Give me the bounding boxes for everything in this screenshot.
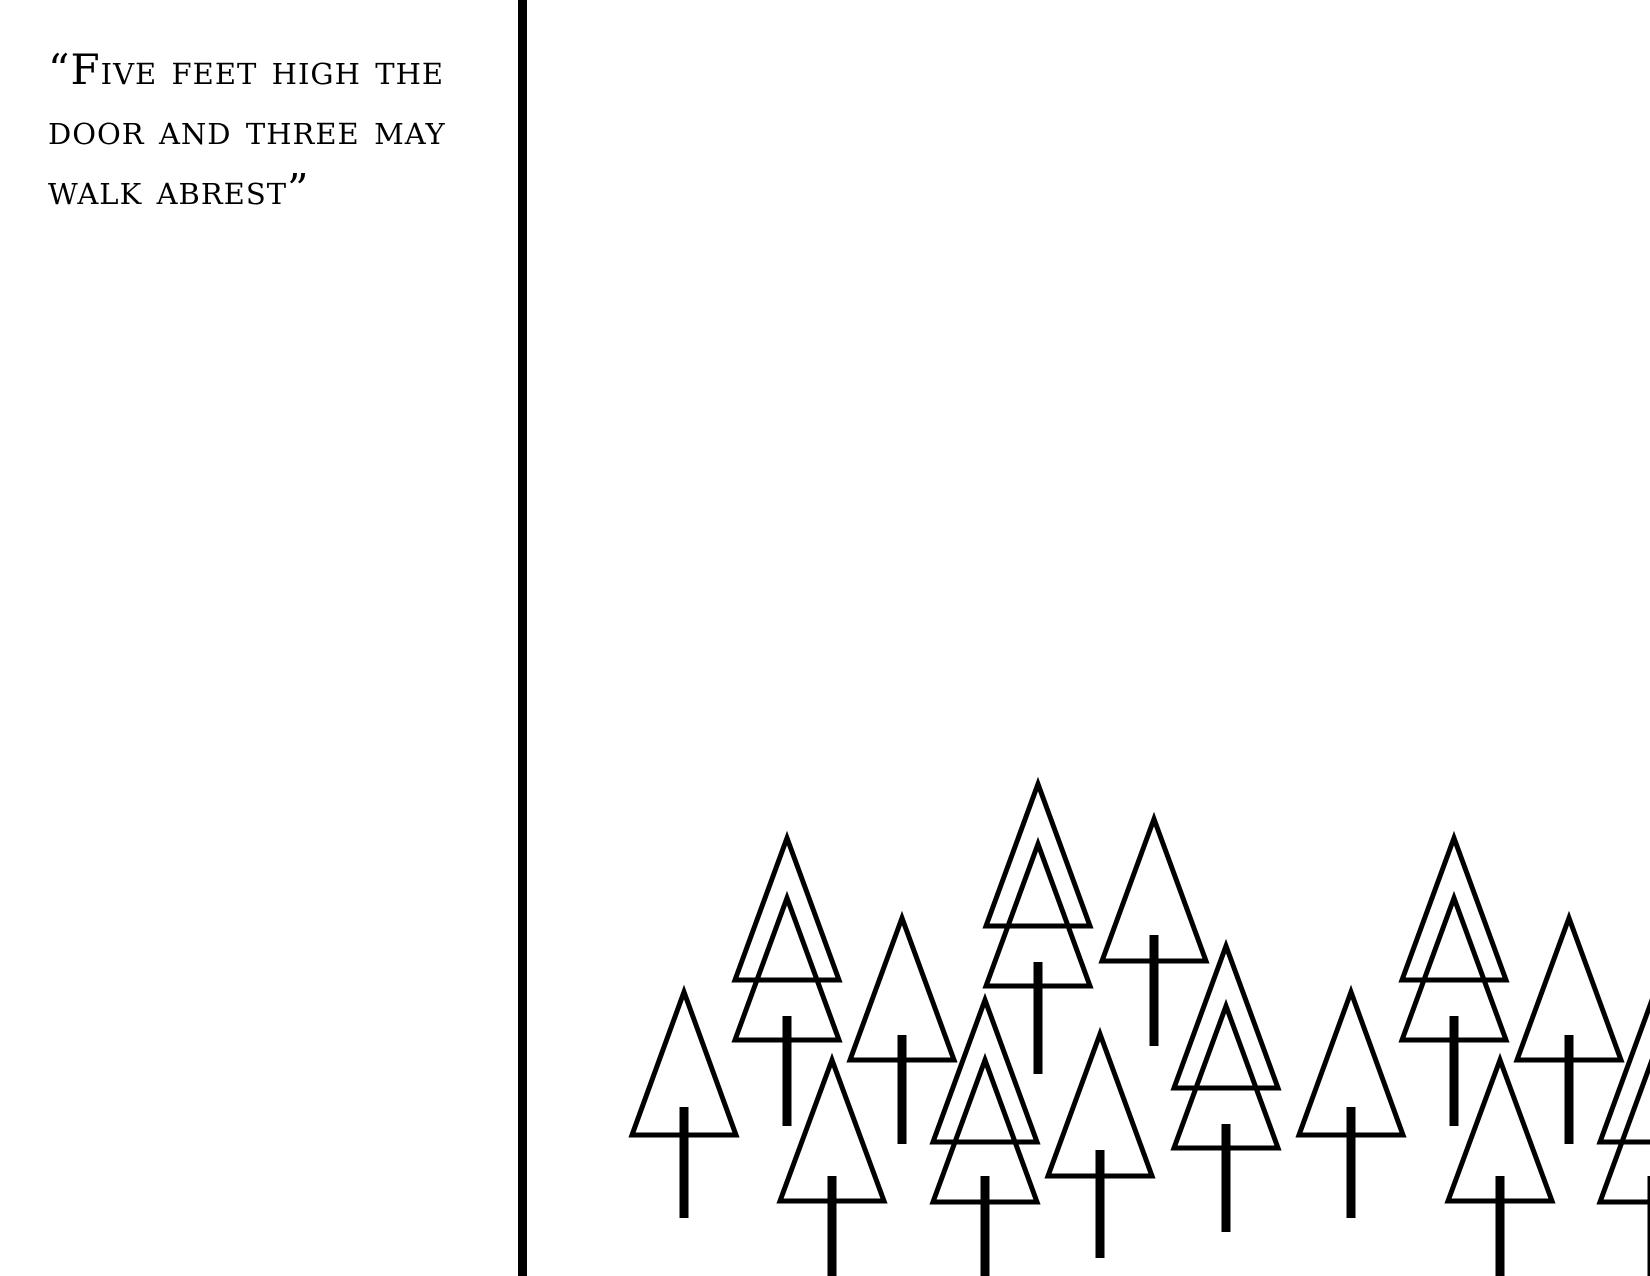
tree-icon — [731, 830, 843, 1126]
tree-icon — [1295, 984, 1407, 1218]
tree-icon — [1596, 998, 1650, 1276]
tree-icon — [846, 910, 958, 1144]
tree-canopy-triangle — [1596, 998, 1650, 1145]
tree-icon — [1170, 938, 1282, 1232]
tree-icon — [1398, 830, 1510, 1126]
tree-canopy-triangle — [1398, 830, 1510, 983]
tree-icon — [628, 984, 740, 1218]
tree-icon — [1513, 910, 1625, 1144]
tree-icon — [1444, 1052, 1556, 1276]
tree-icon — [1098, 811, 1210, 1046]
tree-canopy-triangle — [1596, 1058, 1650, 1205]
tree-icon — [929, 992, 1041, 1276]
tree-icon — [776, 1052, 888, 1276]
tree-canopy-triangle — [929, 992, 1041, 1145]
tree-icon — [1044, 1026, 1156, 1258]
tree-canopy-triangle — [731, 830, 843, 983]
tree-canopy-triangle — [982, 776, 1094, 929]
quote-text: “Five feet high the door and three may w… — [48, 45, 446, 214]
vertical-divider — [518, 0, 527, 1276]
tree-canopy-triangle — [1170, 938, 1282, 1091]
tree-icon — [982, 776, 1094, 1074]
